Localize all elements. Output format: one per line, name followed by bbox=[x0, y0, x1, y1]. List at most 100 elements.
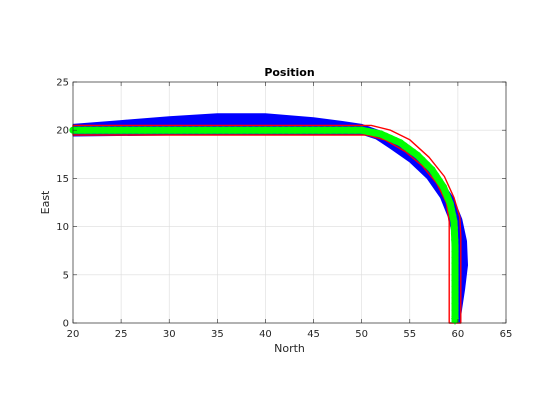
series-markers bbox=[69, 126, 460, 325]
series-marker bbox=[451, 236, 459, 244]
series-marker bbox=[219, 126, 227, 134]
series-marker bbox=[129, 126, 137, 134]
series-marker bbox=[358, 126, 366, 134]
series-marker bbox=[321, 126, 329, 134]
chart-title: Position bbox=[264, 66, 314, 79]
series-marker bbox=[147, 126, 155, 134]
series-marker bbox=[428, 166, 436, 174]
series-end-marker bbox=[451, 318, 460, 325]
y-tick-label: 25 bbox=[56, 78, 69, 89]
series-marker bbox=[261, 126, 269, 134]
x-tick-label: 30 bbox=[163, 329, 176, 340]
series-marker bbox=[291, 126, 299, 134]
series-marker bbox=[195, 126, 203, 134]
x-tick-label: 40 bbox=[259, 329, 272, 340]
series-marker bbox=[267, 126, 275, 134]
series-marker bbox=[105, 126, 113, 134]
y-tick-label: 10 bbox=[56, 222, 69, 233]
x-tick-label: 45 bbox=[307, 329, 320, 340]
series-marker bbox=[451, 282, 459, 290]
series-marker bbox=[451, 277, 459, 285]
series-marker bbox=[159, 126, 167, 134]
series-marker bbox=[351, 126, 359, 134]
y-axis-title: East bbox=[39, 190, 52, 214]
axes-box bbox=[72, 81, 507, 324]
series-marker bbox=[439, 183, 448, 191]
series-marker bbox=[81, 126, 89, 134]
series-marker bbox=[255, 126, 263, 134]
series-marker bbox=[451, 300, 459, 308]
series-marker bbox=[370, 129, 379, 137]
series-marker bbox=[436, 177, 444, 185]
series-marker bbox=[413, 151, 422, 159]
series-marker bbox=[207, 126, 215, 134]
series-marker bbox=[87, 126, 95, 134]
series-marker bbox=[451, 242, 459, 250]
y-tick-label: 0 bbox=[63, 319, 69, 330]
series-marker bbox=[123, 126, 131, 134]
series-marker bbox=[345, 126, 353, 134]
series-marker bbox=[451, 294, 459, 302]
series-marker bbox=[165, 126, 173, 134]
series-marker bbox=[303, 126, 311, 134]
series-marker bbox=[451, 253, 459, 261]
series-marker bbox=[338, 126, 346, 134]
series-marker bbox=[225, 126, 233, 134]
series-marker bbox=[231, 126, 239, 134]
series-marker bbox=[273, 126, 281, 134]
series-marker bbox=[111, 126, 119, 134]
series-marker bbox=[309, 126, 317, 134]
plot-area bbox=[69, 113, 468, 325]
series-marker bbox=[446, 199, 454, 208]
series-marker bbox=[451, 248, 459, 256]
x-tick-label: 60 bbox=[452, 329, 465, 340]
x-axis-title: North bbox=[274, 342, 305, 355]
y-tick-label: 20 bbox=[56, 126, 69, 137]
series-marker bbox=[451, 265, 459, 273]
series-marker bbox=[450, 224, 458, 232]
series-marker bbox=[201, 126, 209, 134]
x-tick-label: 20 bbox=[67, 329, 80, 340]
series-marker bbox=[444, 194, 452, 202]
series-marker bbox=[451, 259, 459, 267]
axis-ticks: 20 25 30 35 40 45 50 55 60 65 0 5 10 15 20 25 bbox=[56, 78, 512, 341]
y-tick-label: 15 bbox=[56, 174, 69, 185]
series-marker bbox=[99, 126, 107, 134]
series-marker bbox=[279, 126, 287, 134]
x-tick-label: 50 bbox=[355, 329, 368, 340]
series-marker bbox=[432, 171, 440, 180]
series-marker bbox=[117, 126, 125, 134]
series-marker bbox=[451, 306, 459, 314]
x-tick-label: 55 bbox=[403, 329, 416, 340]
series-marker bbox=[141, 126, 149, 134]
series-marker bbox=[183, 126, 191, 134]
series-marker bbox=[451, 288, 459, 296]
series-marker bbox=[315, 126, 323, 134]
x-tick-label: 35 bbox=[211, 329, 224, 340]
series-marker bbox=[93, 126, 101, 134]
y-tick-label: 5 bbox=[63, 270, 69, 281]
series-marker bbox=[442, 188, 450, 197]
series-marker bbox=[450, 218, 458, 226]
series-marker bbox=[171, 126, 179, 134]
series-marker bbox=[332, 126, 341, 134]
series-marker bbox=[249, 126, 257, 134]
series-marker bbox=[364, 127, 372, 136]
x-tick-label: 25 bbox=[115, 329, 128, 340]
series-marker bbox=[449, 212, 457, 220]
series-marker bbox=[297, 126, 305, 134]
series-marker bbox=[189, 126, 197, 134]
series-marker bbox=[423, 161, 431, 169]
series-marker bbox=[75, 126, 83, 134]
series-marker bbox=[285, 126, 293, 134]
series-marker bbox=[327, 126, 335, 134]
series-marker bbox=[243, 126, 251, 134]
series-marker bbox=[135, 126, 143, 134]
series-marker bbox=[418, 156, 426, 164]
series-marker bbox=[450, 230, 459, 238]
series-marker bbox=[153, 126, 161, 134]
series-marker bbox=[213, 126, 221, 134]
x-tick-label: 65 bbox=[500, 329, 513, 340]
series-marker bbox=[237, 126, 245, 134]
